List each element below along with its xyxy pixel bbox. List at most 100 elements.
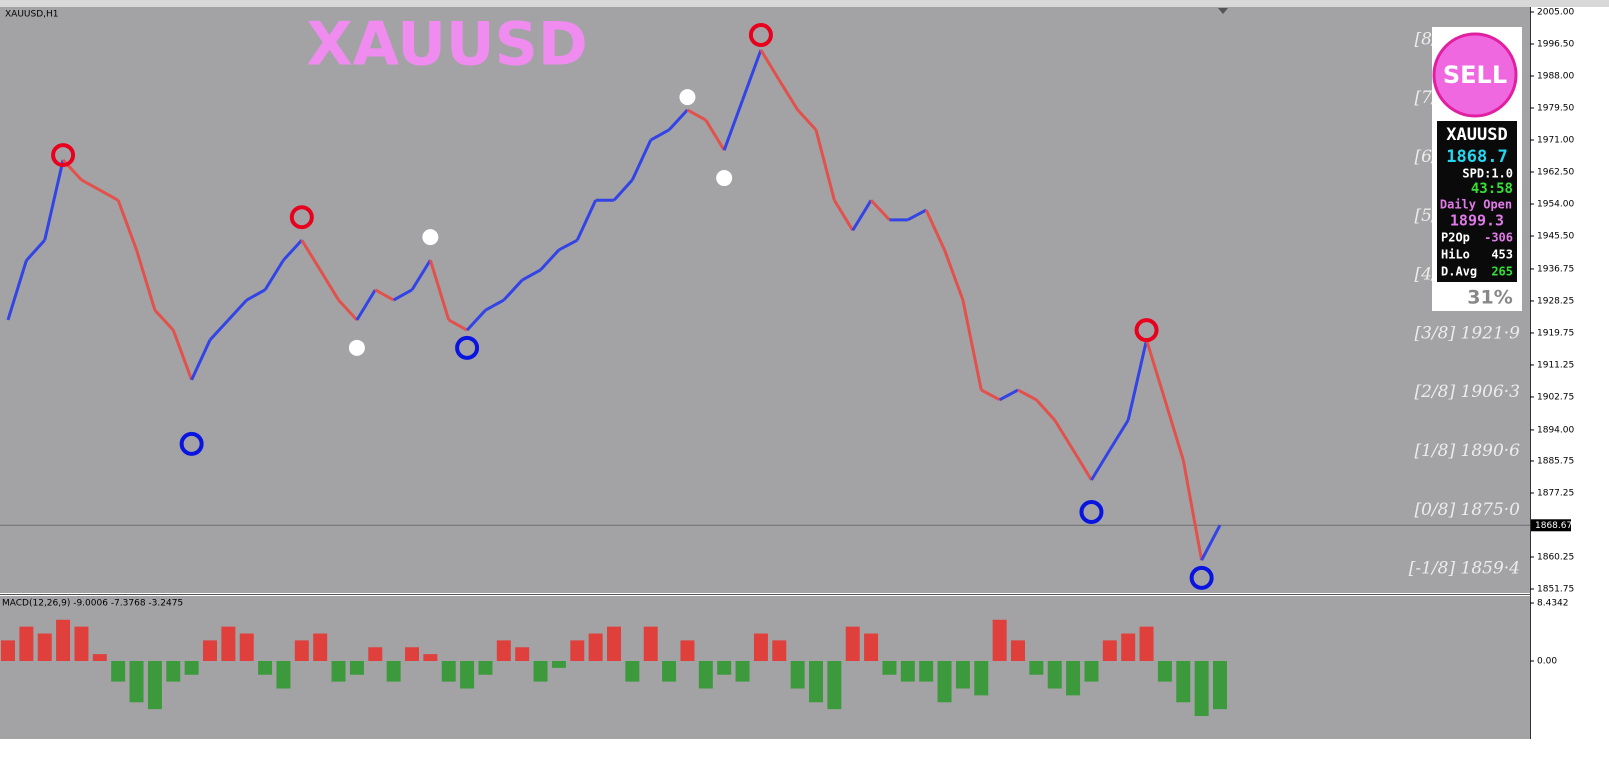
symbol-label: XAUUSD,H1: [5, 10, 59, 20]
price-segment: [575, 199, 597, 241]
price-segment: [814, 129, 836, 201]
price-segment: [704, 119, 726, 151]
current-price-label: 1868.67: [1535, 521, 1572, 531]
macd-bar: [37, 633, 52, 662]
macd-bar: [625, 661, 640, 682]
macd-bar: [1011, 640, 1025, 662]
top-strip: [0, 0, 1609, 7]
price-segment: [833, 199, 855, 232]
y-tick-label: 1962.50: [1537, 168, 1574, 178]
shift-marker: [1218, 8, 1228, 14]
macd-bar: [423, 654, 438, 662]
price-segment: [263, 259, 285, 291]
y-tick-label: 1902.75: [1537, 392, 1574, 402]
price-segment: [1200, 524, 1222, 561]
info-panel: SELL XAUUSD 1868.7 SPD:1.0 43:58 Daily O…: [1432, 27, 1522, 311]
macd-bar: [551, 661, 566, 668]
macd-bar: [1066, 661, 1081, 696]
price-segment: [227, 299, 248, 321]
price-segment: [282, 239, 303, 262]
macd-label: MACD(12,26,9) -9.0006 -7.3768 -3.2475: [2, 599, 183, 609]
y-tick-label: 1911.25: [1537, 360, 1574, 370]
signal-marker: [348, 339, 365, 356]
macd-bar: [56, 619, 71, 662]
macd-bar: [588, 633, 603, 662]
macd-bar: [864, 633, 879, 662]
price-segment: [631, 139, 653, 181]
level-label: [3/8] 1921·9: [1414, 323, 1520, 343]
signal-marker: [1189, 565, 1214, 590]
macd-bar: [533, 661, 548, 682]
y-tick-label: 1860.25: [1537, 552, 1574, 562]
price-segment: [650, 128, 670, 142]
level-label: [1/8] 1890·6: [1414, 441, 1520, 461]
macd-area: [0, 596, 1530, 739]
macd-bar: [166, 661, 181, 682]
macd-bar: [1029, 661, 1044, 675]
price-segment: [851, 199, 873, 232]
price-segment: [1108, 419, 1130, 451]
price-segment: [924, 209, 946, 251]
price-segment: [612, 178, 634, 202]
macd-bar: [1084, 661, 1099, 682]
macd-bar: [19, 626, 34, 662]
macd-bar: [753, 633, 768, 662]
macd-bar: [441, 661, 456, 682]
macd-bar: [276, 661, 291, 689]
macd-bar: [1194, 661, 1209, 717]
macd-bar: [184, 661, 199, 675]
price-segment: [521, 268, 542, 282]
price-segment: [869, 199, 891, 221]
price-segment: [777, 79, 799, 111]
price-segment: [135, 249, 157, 311]
signal-marker: [51, 143, 76, 168]
macd-bar: [313, 633, 328, 662]
macd-bar: [827, 661, 842, 710]
macd-bar: [92, 654, 107, 662]
macd-bar: [735, 661, 750, 682]
price-segment: [300, 239, 322, 271]
y-tick-label: 1979.50: [1537, 104, 1574, 114]
y-tick-label: 1988.00: [1537, 72, 1574, 82]
price-segment: [318, 269, 340, 301]
macd-bar: [790, 661, 805, 689]
panel-row-label: D.Avg: [1441, 265, 1477, 279]
price-segment: [246, 288, 266, 302]
price-segment: [374, 288, 395, 302]
price-segment: [448, 318, 468, 332]
y-tick-label: 0.00: [1537, 657, 1557, 667]
price-segment: [1145, 339, 1167, 401]
panel-percent: 31%: [1467, 287, 1512, 309]
price-segment: [25, 239, 46, 262]
macd-bar: [992, 619, 1007, 662]
level-label: [-1/8] 1859·4: [1409, 559, 1520, 579]
price-segment: [43, 159, 65, 241]
panel-daily-open-label: Daily Open: [1440, 198, 1512, 212]
signal-marker: [179, 431, 204, 456]
macd-bar: [809, 661, 823, 703]
panel-spread: SPD:1.0: [1462, 167, 1513, 181]
price-segment: [1053, 419, 1075, 451]
panel-row-label: HiLo: [1441, 248, 1470, 262]
macd-bar: [74, 626, 89, 662]
price-segment: [722, 99, 744, 151]
price-segment: [1181, 459, 1204, 561]
signal-marker: [1134, 318, 1159, 343]
macd-bar: [882, 661, 897, 675]
signal-marker: [748, 22, 773, 47]
price-segment: [759, 49, 781, 81]
macd-bar: [496, 640, 511, 662]
macd-bar: [478, 661, 493, 675]
y-tick-label: 1971.00: [1537, 136, 1574, 146]
macd-bar: [1, 640, 15, 662]
macd-bar: [386, 661, 401, 682]
panel-row-value: 453: [1491, 248, 1513, 262]
macd-bar: [937, 661, 952, 703]
price-segment: [6, 260, 28, 321]
price-segment: [153, 309, 175, 332]
macd-bar: [1176, 661, 1191, 703]
signal-marker: [422, 229, 439, 246]
macd-bar: [405, 647, 419, 662]
y-tick-label: 1996.50: [1537, 40, 1574, 50]
signal-marker: [1079, 499, 1104, 524]
